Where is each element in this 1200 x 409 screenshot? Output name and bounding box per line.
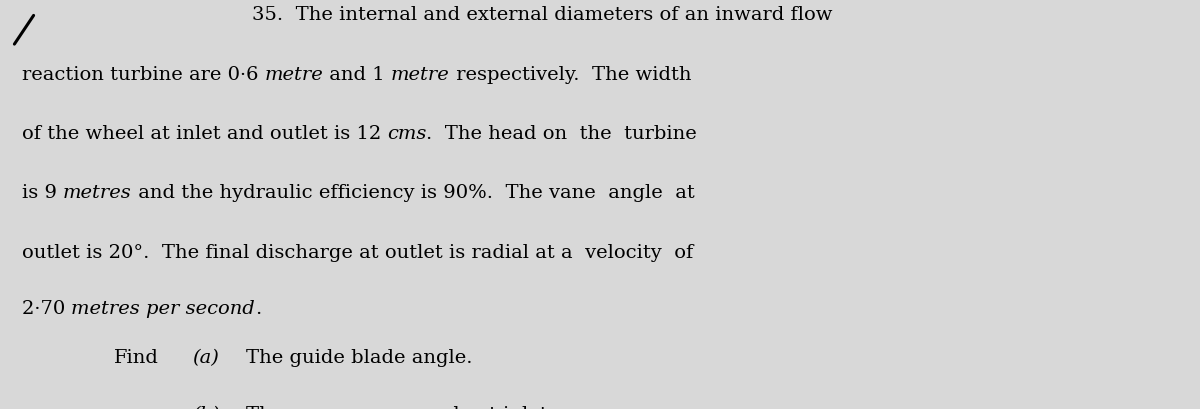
Text: is 9: is 9 (22, 184, 62, 202)
Text: 35.  The internal and external diameters of an inward flow: 35. The internal and external diameters … (252, 6, 833, 24)
Text: Find: Find (114, 348, 158, 366)
Text: and 1: and 1 (323, 65, 391, 83)
Text: of the wheel at inlet and outlet is 12: of the wheel at inlet and outlet is 12 (22, 125, 388, 143)
Text: outlet is 20°.  The final discharge at outlet is radial at a  velocity  of: outlet is 20°. The final discharge at ou… (22, 243, 692, 261)
Text: (a): (a) (192, 348, 218, 366)
Text: metres per second: metres per second (71, 299, 254, 317)
Text: metre: metre (264, 65, 323, 83)
Text: cms: cms (388, 125, 426, 143)
Text: metre: metre (391, 65, 450, 83)
Text: respectively.  The width: respectively. The width (450, 65, 691, 83)
Text: The runner vane angle at inlet.: The runner vane angle at inlet. (246, 405, 554, 409)
Text: metres: metres (62, 184, 132, 202)
Text: reaction turbine are 0·6: reaction turbine are 0·6 (22, 65, 264, 83)
Text: .: . (254, 299, 262, 317)
Text: 2·70: 2·70 (22, 299, 71, 317)
Text: The guide blade angle.: The guide blade angle. (246, 348, 473, 366)
Text: .  The head on  the  turbine: . The head on the turbine (426, 125, 697, 143)
Text: and the hydraulic efficiency is 90%.  The vane  angle  at: and the hydraulic efficiency is 90%. The… (132, 184, 695, 202)
Text: (b): (b) (192, 405, 220, 409)
